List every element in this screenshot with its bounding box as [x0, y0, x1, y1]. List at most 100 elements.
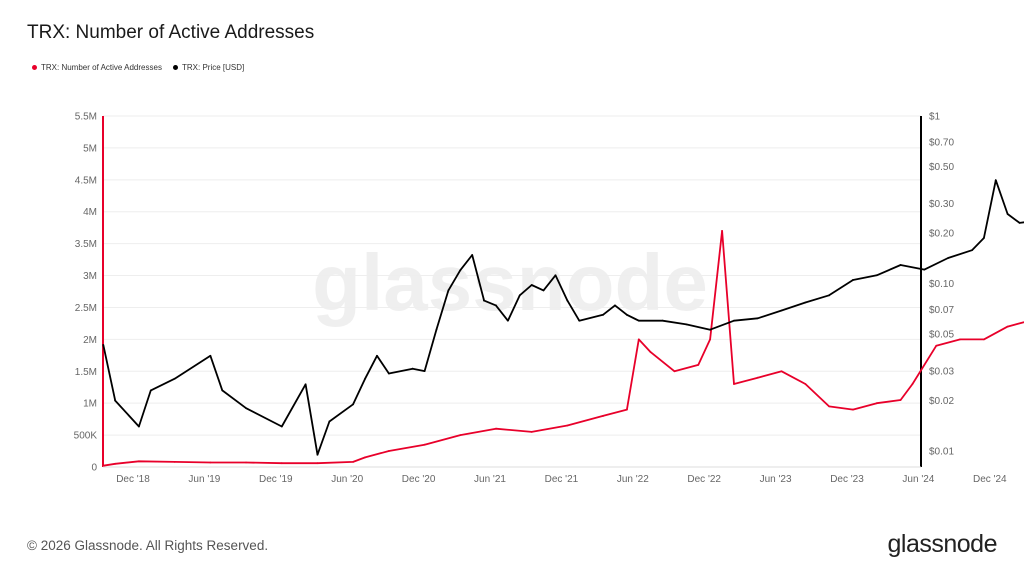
left-tick-label: 5M	[83, 143, 97, 154]
right-tick-label: $1	[929, 112, 941, 123]
active-addresses-point	[566, 424, 569, 427]
price-point	[637, 319, 640, 322]
active-addresses-point	[875, 402, 878, 405]
active-addresses-point	[364, 456, 366, 459]
right-tick-label: $0.01	[929, 447, 954, 458]
x-tick-label: Jun '19	[188, 474, 220, 485]
left-tick-label: 5.5M	[75, 112, 97, 123]
price-point	[518, 294, 521, 297]
right-tick-label: $0.50	[929, 162, 954, 173]
left-axis: 0 500K 1M 1.5M 2M 2.5M 3M 3.5M 4M 4.5M 5M 5.5M	[74, 112, 104, 474]
active-addresses-point	[852, 408, 854, 411]
price-point	[506, 319, 509, 322]
x-tick-label: Dec '18	[116, 474, 150, 485]
active-addresses-point	[602, 415, 604, 417]
active-addresses-point	[209, 461, 212, 464]
price-point	[352, 403, 355, 406]
x-tick-label: Dec '22	[687, 474, 721, 485]
x-tick-label: Dec '23	[830, 474, 864, 485]
legend-item-addresses[interactable]: TRX: Number of Active Addresses	[32, 63, 162, 72]
price-point	[102, 343, 105, 346]
price-point	[411, 367, 414, 370]
price-point	[495, 304, 497, 307]
active-addresses-point	[352, 460, 355, 463]
right-tick-label: $0.20	[929, 229, 954, 240]
price-point	[376, 354, 378, 357]
price-point	[149, 389, 152, 392]
right-axis: $0.01 $0.02 $0.03 $0.05 $0.07 $0.10 $0.20 $0.30…	[920, 112, 954, 467]
price-point	[387, 372, 390, 375]
watermark: glassnode	[312, 238, 708, 327]
active-addresses-point	[733, 383, 735, 385]
active-addresses-point	[495, 427, 497, 430]
right-tick-label: $0.02	[929, 396, 954, 407]
active-addresses-point	[828, 405, 831, 408]
series-layer	[102, 179, 1024, 467]
price-point	[173, 377, 176, 380]
price-point	[280, 425, 283, 428]
left-tick-label: 0	[91, 463, 97, 474]
x-tick-label: Dec '21	[545, 474, 579, 485]
active-addresses-point	[935, 344, 938, 347]
right-tick-label: $0.05	[929, 329, 954, 340]
legend-label: TRX: Number of Active Addresses	[41, 63, 162, 72]
price-point	[328, 420, 331, 423]
price-point	[578, 319, 581, 322]
active-addresses-point	[911, 383, 914, 385]
price-point	[459, 269, 462, 272]
active-addresses-point	[387, 450, 390, 452]
legend-item-price[interactable]: TRX: Price [USD]	[173, 63, 244, 72]
right-tick-label: $0.70	[929, 137, 954, 148]
left-tick-label: 3M	[83, 271, 97, 282]
active-addresses-point	[102, 464, 105, 467]
price-point	[923, 268, 926, 271]
price-point	[304, 383, 307, 386]
active-addresses-point	[780, 370, 783, 373]
price-point	[447, 289, 450, 292]
price-point	[756, 317, 759, 320]
active-addresses-point	[899, 399, 902, 401]
active-addresses-point	[316, 462, 319, 465]
price-point	[209, 354, 212, 357]
price-point	[804, 301, 807, 304]
price-point	[245, 407, 247, 410]
price-point	[982, 237, 985, 239]
price-point	[899, 264, 902, 266]
left-tick-label: 1M	[83, 399, 97, 410]
glassnode-logo[interactable]: glassnode	[887, 530, 998, 558]
price-point	[685, 323, 688, 326]
price-point	[316, 453, 319, 456]
active-addresses-point	[173, 460, 176, 463]
active-addresses-point	[245, 461, 247, 464]
left-tick-label: 500K	[74, 431, 98, 442]
copyright-text: © 2026 Glassnode. All Rights Reserved.	[27, 538, 269, 553]
active-addresses-point	[1006, 325, 1009, 328]
price-point	[483, 299, 485, 302]
active-addresses-point	[423, 443, 426, 446]
left-tick-label: 2.5M	[75, 303, 97, 314]
active-addresses-point	[138, 460, 140, 463]
price-point	[530, 284, 533, 286]
chart-title: TRX: Number of Active Addresses	[27, 22, 315, 43]
price-point	[364, 377, 366, 380]
price-point	[471, 254, 474, 256]
active-addresses-point	[959, 338, 961, 341]
x-tick-label: Jun '21	[474, 474, 506, 485]
x-tick-label: Dec '24	[973, 474, 1007, 485]
price-point	[709, 328, 712, 331]
active-addresses-point	[459, 434, 462, 436]
x-tick-label: Dec '20	[402, 474, 436, 485]
active-addresses-point	[756, 376, 759, 379]
price-point	[221, 389, 224, 392]
active-addresses-line	[103, 230, 1024, 467]
price-point	[1006, 213, 1009, 215]
left-tick-label: 2M	[83, 335, 97, 346]
active-addresses-point	[530, 431, 533, 433]
price-point	[423, 370, 426, 372]
price-point	[852, 279, 854, 281]
active-addresses-point	[982, 338, 985, 341]
legend-label: TRX: Price [USD]	[182, 63, 245, 72]
price-point	[114, 399, 117, 402]
price-point	[138, 425, 140, 428]
